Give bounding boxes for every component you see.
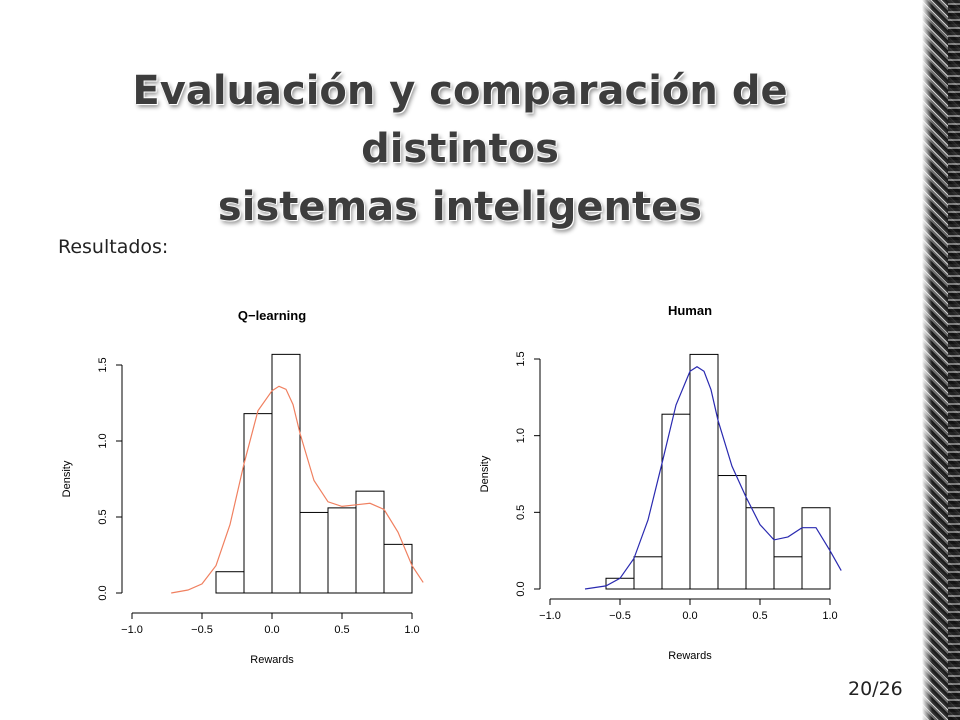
histogram-bar [299,511,329,594]
y-axis-label: Density [479,455,491,492]
y-axis-label: Density [61,460,73,497]
y-tick-label: 1.5 [97,357,109,372]
density-curve-line [584,365,842,590]
x-tick-label: 0.5 [334,624,349,636]
y-tick-label: 1.0 [515,428,527,443]
x-tick-label: 1.0 [404,624,419,636]
histogram-bar [355,490,385,594]
human-chart-svg: Human −1.0 −0.5 0.0 0.5 1.0 Rewards 0.0 0.5 1.0 1.… [479,303,842,662]
x-tick-label: −0.5 [609,610,631,622]
decorative-border-strip [922,0,960,720]
histogram-bar [271,353,301,594]
y-tick-label: 1.0 [97,433,109,448]
human-histogram: Human −1.0 −0.5 0.0 0.5 1.0 Rewards 0.0 0.5 1.0 1.… [470,295,870,675]
histogram-bar [327,507,357,594]
chart-title: Human [668,303,712,318]
histogram-bar [689,353,719,590]
slide-title-line-2: sistemas inteligentes [217,184,703,230]
histogram-bar [745,507,775,590]
y-tick-label: 0.5 [515,505,527,520]
histogram-bar [773,556,803,590]
density-curve-line [171,385,424,594]
y-tick-label: 0.0 [515,581,527,596]
y-tick-label: 0.5 [97,509,109,524]
histogram-bar [243,413,273,594]
x-tick-label: 0.0 [682,610,697,622]
x-tick-label: −1.0 [121,624,143,636]
q-learning-histogram: Q−learning −1.0 −0.5 0.0 0.5 1.0 Rewards 0.0 0.5… [52,295,452,675]
histogram-bar [383,543,413,594]
x-axis-label: Rewards [250,654,294,666]
x-tick-label: 1.0 [822,610,837,622]
histogram-bar [717,475,747,590]
x-tick-label: 0.5 [752,610,767,622]
y-tick-label: 0.0 [97,585,109,600]
x-tick-label: 0.0 [264,624,279,636]
histogram-bar [215,571,245,594]
x-tick-label: −0.5 [191,624,213,636]
slide-title-line-1: Evaluación y comparación de distintos [132,68,788,172]
chart-title: Q−learning [238,308,306,323]
y-tick-label: 1.5 [515,351,527,366]
page-number: 20/26 [848,678,903,700]
results-label: Resultados: [58,236,169,258]
histogram-bar [661,413,691,590]
histogram-bar [633,556,663,590]
q-learning-chart-svg: Q−learning −1.0 −0.5 0.0 0.5 1.0 Rewards 0.0 0.5… [61,308,424,666]
slide-title: Evaluación y comparación de distintos si… [30,62,890,236]
histogram-bar [801,507,831,590]
x-axis-label: Rewards [668,650,712,662]
x-tick-label: −1.0 [539,610,561,622]
